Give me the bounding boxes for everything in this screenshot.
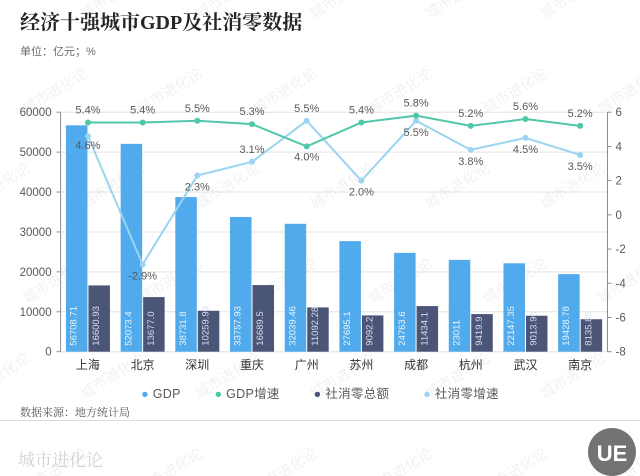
svg-text:30000: 30000 — [20, 227, 52, 239]
svg-text:5.6%: 5.6% — [513, 101, 538, 113]
svg-text:0: 0 — [616, 210, 622, 222]
svg-text:10259.93: 10259.93 — [201, 306, 212, 346]
svg-text:9419.9: 9419.9 — [474, 317, 485, 346]
svg-text:20000: 20000 — [20, 267, 52, 279]
svg-text:5.3%: 5.3% — [239, 106, 264, 118]
svg-text:4.5%: 4.5% — [513, 144, 538, 156]
svg-text:52073.4: 52073.4 — [123, 311, 134, 345]
svg-text:9092.2: 9092.2 — [365, 317, 376, 346]
svg-text:5.4%: 5.4% — [130, 104, 155, 116]
svg-text:8135.85: 8135.85 — [583, 311, 594, 345]
svg-text:11092.28: 11092.28 — [310, 307, 321, 346]
svg-text:5.4%: 5.4% — [75, 104, 100, 116]
svg-text:5.5%: 5.5% — [294, 103, 319, 115]
svg-text:4.0%: 4.0% — [294, 151, 319, 163]
svg-text:4.6%: 4.6% — [75, 140, 100, 152]
svg-text:33757.93: 33757.93 — [233, 306, 244, 346]
svg-text:5.5%: 5.5% — [404, 127, 429, 139]
svg-text:27695.1: 27695.1 — [342, 311, 353, 345]
svg-text:5.2%: 5.2% — [568, 108, 593, 120]
svg-text:11434.1: 11434.1 — [419, 312, 430, 346]
svg-text:2.0%: 2.0% — [349, 187, 374, 199]
svg-text:40000: 40000 — [20, 187, 52, 199]
svg-text:3.8%: 3.8% — [458, 156, 483, 168]
svg-text:3.1%: 3.1% — [239, 144, 264, 156]
svg-text:5.8%: 5.8% — [404, 98, 429, 110]
svg-text:0: 0 — [45, 347, 51, 359]
svg-text:3.5%: 3.5% — [568, 161, 593, 173]
svg-text:2: 2 — [616, 176, 622, 188]
svg-text:56708.71: 56708.71 — [69, 306, 80, 346]
svg-text:38731.8: 38731.8 — [178, 311, 189, 345]
svg-text:9013.96: 9013.96 — [529, 311, 540, 345]
svg-text:UE: UE — [597, 441, 628, 466]
svg-text:22147.35: 22147.35 — [506, 306, 517, 346]
svg-text:23011: 23011 — [452, 320, 463, 346]
svg-text:19428.78: 19428.78 — [561, 306, 572, 346]
svg-text:16689.5: 16689.5 — [255, 311, 266, 345]
svg-text:-6: -6 — [616, 312, 626, 324]
svg-text:60000: 60000 — [20, 107, 52, 119]
svg-text:-4: -4 — [616, 278, 627, 290]
svg-text:5.5%: 5.5% — [185, 103, 210, 115]
svg-text:24763.6: 24763.6 — [397, 311, 408, 345]
svg-text:50000: 50000 — [20, 147, 52, 159]
svg-text:10000: 10000 — [20, 307, 52, 319]
svg-text:5.4%: 5.4% — [349, 104, 374, 116]
svg-text:13677.0: 13677.0 — [146, 311, 157, 345]
svg-text:-2.9%: -2.9% — [128, 270, 157, 282]
svg-text:32039.46: 32039.46 — [287, 306, 298, 346]
svg-text:-8: -8 — [616, 347, 626, 359]
svg-text:16600.93: 16600.93 — [91, 306, 102, 346]
svg-text:2.3%: 2.3% — [185, 182, 210, 194]
svg-text:4: 4 — [616, 141, 623, 153]
svg-text:5.2%: 5.2% — [458, 108, 483, 120]
svg-text:6: 6 — [616, 107, 622, 119]
svg-text:-2: -2 — [616, 244, 626, 256]
